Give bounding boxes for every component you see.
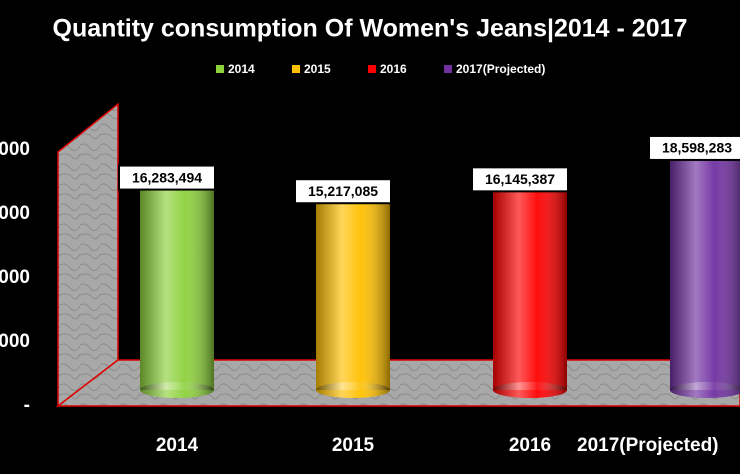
bar-shine-base <box>316 382 390 398</box>
y-tick-label: - <box>24 395 30 416</box>
bar-shine-base <box>670 382 740 398</box>
bar-shine <box>140 181 214 390</box>
value-label: 16,145,387 <box>485 171 555 187</box>
legend-swatch <box>216 65 224 73</box>
back-wall <box>57 102 119 408</box>
legend-swatch <box>368 65 376 73</box>
legend-label: 2016 <box>380 62 407 76</box>
x-tick-label: 2016 <box>509 435 551 456</box>
floor <box>55 359 740 407</box>
x-tick-label: 2017(Projected) <box>577 435 719 456</box>
value-label: 15,217,085 <box>308 183 378 199</box>
y-tick-label: 5,000,000 <box>0 331 30 352</box>
y-tick-label: 15,000,000 <box>0 203 30 224</box>
bar-shine <box>493 183 567 390</box>
legend-label: 2014 <box>228 62 255 76</box>
value-label: 16,283,494 <box>132 169 202 185</box>
y-tick-label: 20,000,000 <box>0 139 30 160</box>
value-label-box <box>648 134 740 161</box>
legend-swatch <box>292 65 300 73</box>
legend-swatch <box>444 65 452 73</box>
value-label-box <box>471 166 569 193</box>
y-tick-label: 10,000,000 <box>0 267 30 288</box>
value-label: 18,598,283 <box>662 140 732 156</box>
bar-shine <box>316 195 390 390</box>
chart-title: Quantity consumption Of Women's Jeans|20… <box>53 15 688 43</box>
bar-shine <box>670 151 740 390</box>
legend-label: 2017(Projected) <box>456 62 545 76</box>
bar-shine-base <box>140 382 214 398</box>
x-tick-label: 2015 <box>332 435 375 456</box>
bar-shine-base <box>493 382 567 398</box>
value-label-box <box>294 178 392 205</box>
x-tick-label: 2014 <box>156 435 199 456</box>
value-label-box <box>118 164 216 191</box>
legend-label: 2015 <box>304 62 331 76</box>
